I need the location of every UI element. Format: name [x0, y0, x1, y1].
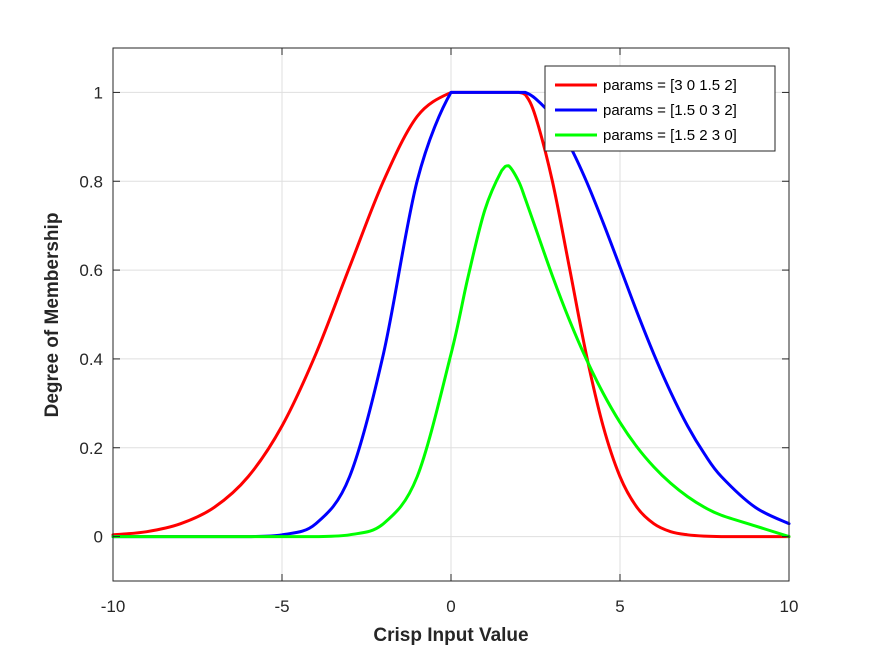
- ticks: [112, 48, 790, 581]
- x-tick-label: -10: [101, 597, 126, 616]
- y-tick-label: 1: [94, 83, 103, 102]
- x-tick-label: 10: [780, 597, 799, 616]
- tick-labels: -10 -5 0 5 10 0 0.2 0.4 0.6 0.8 1: [79, 83, 798, 616]
- y-axis-label: Degree of Membership: [42, 213, 63, 418]
- y-tick-label: 0.2: [79, 439, 103, 458]
- series-line-3: [111, 164, 791, 539]
- y-tick-label: 0.6: [79, 261, 103, 280]
- legend: params = [3 0 1.5 2] params = [1.5 0 3 2]…: [544, 65, 776, 152]
- series-line-2: [111, 90, 791, 539]
- x-tick-label: 0: [446, 597, 455, 616]
- curves: [111, 90, 791, 539]
- x-tick-label: -5: [274, 597, 289, 616]
- legend-label: params = [1.5 2 3 0]: [603, 127, 737, 144]
- y-tick-label: 0: [94, 528, 103, 547]
- y-tick-label: 0.8: [79, 172, 103, 191]
- x-tick-label: 5: [615, 597, 624, 616]
- y-tick-label: 0.4: [79, 350, 103, 369]
- legend-label: params = [3 0 1.5 2]: [603, 77, 737, 94]
- legend-label: params = [1.5 0 3 2]: [603, 102, 737, 119]
- x-axis-label: Crisp Input Value: [373, 625, 528, 646]
